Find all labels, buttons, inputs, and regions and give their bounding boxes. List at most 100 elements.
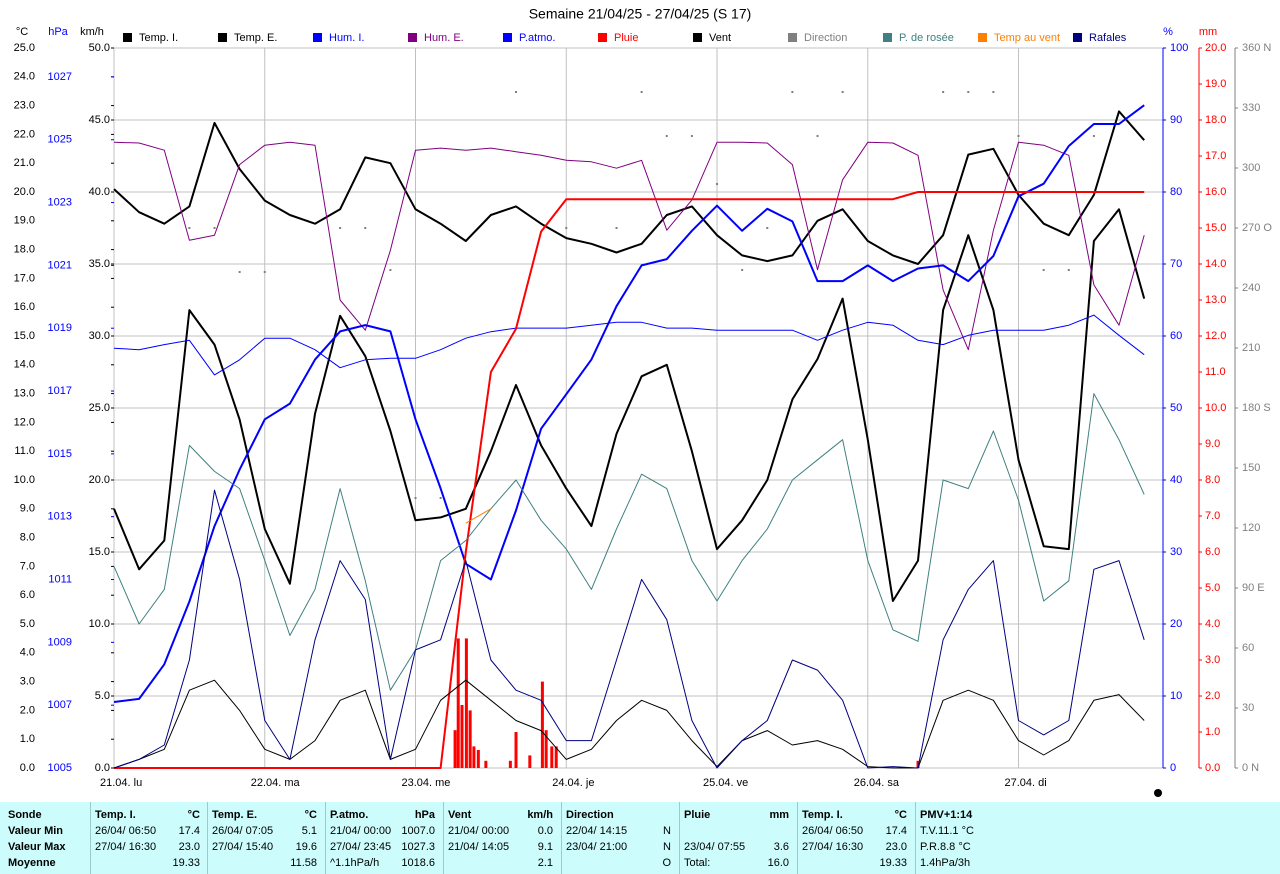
y-tick-label: 1011 [48,573,72,585]
column-separator [679,802,680,874]
legend-swatch [218,33,227,42]
cell-value: 9.1 [537,841,553,853]
section-unit: °C [304,809,317,821]
y-tick-label: 0.0 [1205,762,1220,774]
direction-dot [339,227,342,229]
legend-label: Hum. E. [424,32,464,44]
direction-dot [766,227,769,229]
direction-dot [238,271,241,273]
cell-text: T.V.11.1 °C [920,825,974,837]
y-tick-label: 4.0 [20,647,35,659]
y-tick-label: 5.0 [1205,582,1220,594]
section-unit: hPa [414,809,435,821]
y-tick-label: 60 [1242,642,1254,654]
y-tick-label: 12.0 [1205,330,1226,342]
axis-unit: % [1163,26,1173,38]
x-tick-label: 26.04. sa [854,777,900,789]
row-label: Sonde [8,809,42,821]
legend-label: P.atmo. [519,32,556,44]
section-title: P.atmo. [330,809,369,821]
section-title: Temp. I. [95,809,136,821]
y-tick-label: 30.0 [89,330,110,342]
section-title: PMV+1:14 [920,809,973,821]
legend-swatch [693,33,702,42]
y-tick-label: 21.0 [14,157,35,169]
legend-swatch [788,33,797,42]
cell-text: 23/04/ 21:00 [566,841,628,853]
y-tick-label: 13.0 [14,388,35,400]
rain-bar [468,710,472,768]
y-tick-label: 80 [1170,186,1182,198]
x-tick-label: 24.04. je [552,777,594,789]
y-tick-label: 30 [1242,702,1254,714]
legend-label: Hum. I. [329,32,364,44]
y-tick-label: 1.0 [1205,726,1220,738]
direction-dot [841,91,844,93]
y-tick-label: 10 [1170,690,1182,702]
section-unit: km/h [527,809,553,821]
y-tick-label: 12.0 [14,416,35,428]
y-tick-label: 11.0 [14,445,35,457]
cell-value: 16.0 [767,857,789,869]
y-tick-label: 15.0 [1205,222,1226,234]
y-tick-label: 10.0 [89,618,110,630]
cell-value: 2.1 [537,857,553,869]
cell-text: P.R.8.8 °C [920,841,971,853]
y-tick-label: 15.0 [89,546,110,558]
series-line [114,191,1145,769]
cell-value: 23.0 [885,841,907,853]
chart: Semaine 21/04/25 - 27/04/25 (S 17) 21.04… [14,6,1272,797]
series-line [113,141,1145,351]
legend-swatch [313,33,322,42]
column-separator [443,802,444,874]
y-tick-label: 1021 [48,259,72,271]
y-tick-label: 210 [1242,342,1260,354]
direction-dot [992,91,995,93]
rain-bar [550,746,554,768]
column-separator [90,802,91,874]
y-tick-label: 2.0 [20,704,35,716]
rain-bar [472,746,476,768]
y-tick-label: 360 N [1242,42,1271,54]
series-line [113,489,1145,769]
y-tick-label: 5.0 [95,690,110,702]
y-tick-label: 11.0 [1205,366,1226,378]
direction-dot [263,271,266,273]
series-line [113,393,1145,691]
rain-bar [476,750,480,768]
direction-dot [1017,135,1020,137]
cell-text: 27/04/ 23:45 [330,841,392,853]
legend-label: Pluie [614,32,638,44]
y-tick-label: 17.0 [14,272,35,284]
legend-swatch [1073,33,1082,42]
y-tick-label: 270 O [1242,222,1272,234]
y-tick-label: 14.0 [1205,258,1226,270]
cell-text: 1.4hPa/3h [920,857,971,869]
y-tick-label: 9.0 [1205,438,1220,450]
legend-label: Temp. I. [139,32,178,44]
direction-dot [967,91,970,93]
section-title: Temp. I. [802,809,843,821]
direction-dot [1092,135,1095,137]
y-tick-label: 8.0 [1205,474,1220,486]
direction-dot [213,227,216,229]
cell-value: 17.4 [178,825,200,837]
direction-dot [791,91,794,93]
y-tick-label: 24.0 [14,71,35,83]
direction-dot [364,227,367,229]
y-tick-label: 1007 [48,699,72,711]
cell-text: 26/04/ 06:50 [802,825,864,837]
y-tick-label: 90 [1170,114,1182,126]
cell-value: 11.58 [290,857,317,869]
legend-label: P. de rosée [899,32,954,44]
column-separator [325,802,326,874]
y-tick-label: 20.0 [1205,42,1226,54]
y-tick-label: 18.0 [14,244,35,256]
y-tick-label: 17.0 [1205,150,1226,162]
y-tick-label: 20 [1170,618,1182,630]
direction-dot [188,227,191,229]
icon [1154,789,1162,797]
cell-text: 27/04/ 15:40 [212,841,274,853]
y-tick-label: 70 [1170,258,1182,270]
section-unit: °C [894,809,907,821]
